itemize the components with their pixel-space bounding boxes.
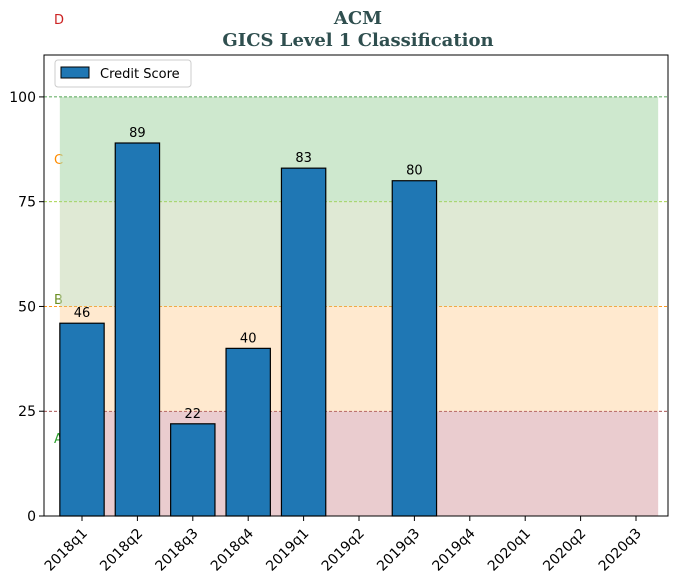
band-label-a: A: [54, 432, 63, 447]
legend: Credit Score: [54, 59, 192, 88]
plot-frame: [43, 54, 669, 517]
x-tick-label: 2019q3: [374, 526, 423, 575]
x-tick-label: 2018q4: [208, 525, 257, 574]
x-tick-label: 2018q2: [97, 526, 146, 575]
bar-value-label: 83: [295, 151, 312, 166]
chart-subtitle: GICS Level 1 Classification: [222, 30, 493, 51]
band-label-b: B: [54, 293, 63, 308]
chart-title: ACM: [333, 8, 382, 29]
x-tick-label: 2018q1: [42, 526, 91, 575]
legend-label: Credit Score: [100, 67, 180, 82]
band-label-d: D: [54, 13, 64, 28]
bar-value-label: 89: [129, 126, 146, 141]
x-tick-label: 2020q1: [485, 526, 534, 575]
legend-swatch: [60, 66, 90, 79]
bar-value-label: 22: [185, 407, 202, 422]
bar-value-label: 40: [240, 331, 257, 346]
x-tick-label: 2019q1: [263, 526, 312, 575]
y-tick-label: 25: [18, 404, 36, 420]
bar-2018q3: [170, 423, 216, 517]
bar-2019q3: [391, 180, 438, 517]
bar-2018q2: [114, 142, 161, 517]
x-tick-label: 2020q3: [596, 526, 645, 575]
bar-value-label: 80: [406, 164, 423, 179]
bar-value-label: 46: [74, 306, 91, 321]
band-label-c: C: [54, 153, 63, 168]
bar-2018q4: [225, 347, 271, 517]
y-tick-label: 100: [9, 90, 36, 106]
y-tick-label: 75: [18, 195, 36, 211]
y-tick-label: 0: [27, 509, 36, 525]
bar-2018q1: [59, 322, 105, 517]
x-tick-label: 2019q4: [430, 525, 479, 574]
x-tick-label: 2019q2: [319, 526, 368, 575]
x-tick-label: 2018q3: [153, 526, 202, 575]
y-tick-label: 50: [18, 299, 36, 315]
x-tick-label: 2020q2: [540, 526, 589, 575]
bar-2019q1: [280, 167, 327, 517]
bars-group: 46 89 22 40 83 80: [59, 126, 438, 517]
